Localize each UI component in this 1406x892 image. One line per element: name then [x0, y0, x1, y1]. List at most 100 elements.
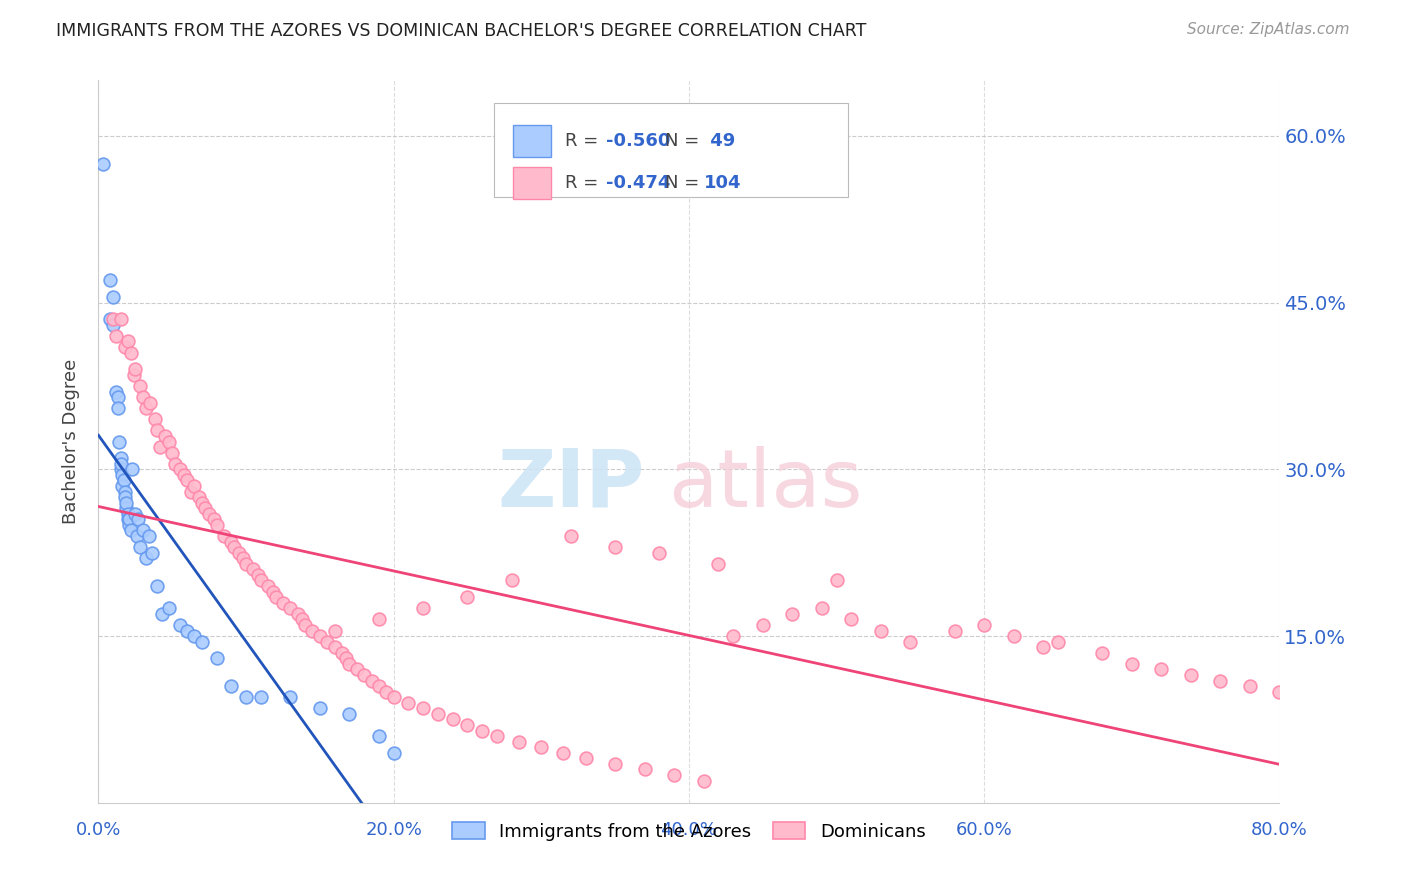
- Point: [870, 624, 893, 638]
- Point: [187, 490, 209, 504]
- Point: [1091, 646, 1114, 660]
- Point: [250, 690, 273, 705]
- Text: R =: R =: [565, 132, 605, 150]
- Point: [114, 340, 136, 354]
- Point: [825, 574, 848, 588]
- Point: [242, 562, 264, 576]
- Point: [375, 684, 398, 698]
- Point: [309, 701, 332, 715]
- Text: -0.560: -0.560: [606, 132, 671, 150]
- Legend: Immigrants from the Azores, Dominicans: Immigrants from the Azores, Dominicans: [446, 814, 932, 848]
- Point: [323, 624, 346, 638]
- FancyBboxPatch shape: [513, 125, 551, 157]
- Text: 60.0%: 60.0%: [956, 821, 1012, 838]
- Text: N =: N =: [665, 174, 706, 193]
- Point: [382, 690, 405, 705]
- Text: Source: ZipAtlas.com: Source: ZipAtlas.com: [1187, 22, 1350, 37]
- Point: [135, 551, 157, 566]
- Point: [176, 474, 198, 488]
- Point: [782, 607, 804, 621]
- Point: [232, 551, 254, 566]
- Point: [291, 612, 314, 626]
- Point: [323, 640, 346, 655]
- Point: [103, 312, 125, 326]
- Point: [235, 690, 257, 705]
- Point: [127, 512, 149, 526]
- Text: 80.0%: 80.0%: [1251, 821, 1308, 838]
- Point: [157, 434, 180, 449]
- Point: [91, 156, 114, 170]
- Point: [149, 440, 172, 454]
- Point: [105, 384, 128, 399]
- Point: [98, 273, 121, 287]
- Point: [1032, 640, 1054, 655]
- Text: IMMIGRANTS FROM THE AZORES VS DOMINICAN BACHELOR'S DEGREE CORRELATION CHART: IMMIGRANTS FROM THE AZORES VS DOMINICAN …: [56, 22, 866, 40]
- Point: [605, 540, 627, 554]
- Point: [117, 334, 139, 349]
- Point: [339, 706, 361, 721]
- Point: [553, 746, 575, 760]
- Point: [309, 629, 332, 643]
- Point: [457, 718, 479, 732]
- Point: [202, 512, 225, 526]
- Point: [441, 713, 464, 727]
- Point: [368, 679, 391, 693]
- Point: [115, 501, 138, 516]
- Point: [575, 751, 598, 765]
- Point: [169, 462, 191, 476]
- Point: [117, 512, 139, 526]
- Point: [346, 662, 368, 676]
- Text: 104: 104: [704, 174, 742, 193]
- Point: [118, 517, 141, 532]
- Point: [250, 574, 273, 588]
- Point: [121, 462, 143, 476]
- Point: [143, 412, 166, 426]
- Point: [457, 590, 479, 604]
- Text: 0.0%: 0.0%: [76, 821, 121, 838]
- Point: [98, 312, 121, 326]
- Point: [1121, 657, 1143, 671]
- Point: [360, 673, 382, 688]
- Point: [257, 579, 280, 593]
- Point: [339, 657, 361, 671]
- Point: [398, 696, 420, 710]
- Point: [212, 529, 235, 543]
- Point: [162, 445, 183, 459]
- Point: [146, 424, 169, 438]
- Point: [198, 507, 221, 521]
- Text: 49: 49: [704, 132, 735, 150]
- Point: [648, 546, 671, 560]
- Point: [246, 568, 269, 582]
- Point: [120, 345, 142, 359]
- Point: [228, 546, 250, 560]
- Point: [1002, 629, 1025, 643]
- Y-axis label: Bachelor's Degree: Bachelor's Degree: [62, 359, 80, 524]
- Point: [108, 434, 131, 449]
- Point: [262, 584, 284, 599]
- Point: [180, 484, 202, 499]
- Point: [110, 312, 132, 326]
- Point: [150, 607, 173, 621]
- Point: [508, 734, 530, 748]
- Point: [118, 512, 141, 526]
- Point: [153, 429, 176, 443]
- Point: [107, 390, 129, 404]
- Point: [224, 540, 246, 554]
- Point: [368, 729, 391, 743]
- Point: [1268, 684, 1291, 698]
- Point: [111, 479, 134, 493]
- Point: [139, 395, 162, 409]
- Text: R =: R =: [565, 174, 605, 193]
- Point: [301, 624, 323, 638]
- Point: [115, 496, 138, 510]
- Point: [287, 607, 309, 621]
- Point: [194, 501, 217, 516]
- Text: 40.0%: 40.0%: [661, 821, 717, 838]
- Point: [841, 612, 863, 626]
- Point: [900, 634, 922, 648]
- Point: [103, 290, 125, 304]
- Point: [501, 574, 523, 588]
- Point: [1209, 673, 1232, 688]
- Point: [176, 624, 198, 638]
- Point: [1046, 634, 1070, 648]
